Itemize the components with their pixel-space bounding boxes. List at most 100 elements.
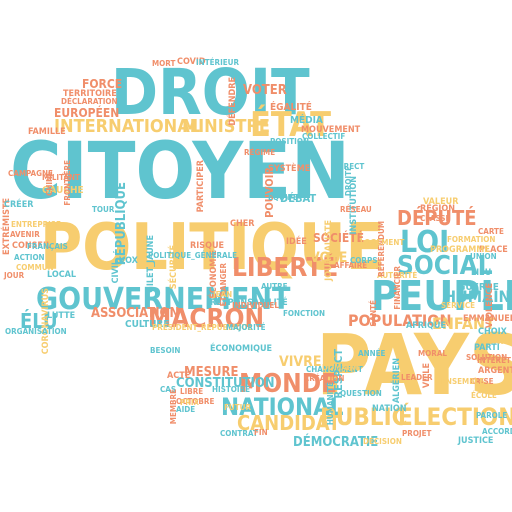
cloud-word-risque: RISQUE (190, 241, 225, 251)
cloud-word-constitution: CONSTITUTION (176, 376, 275, 391)
cloud-word-position: POSITION (270, 137, 309, 146)
cloud-word-afrique: AFRIQUE (406, 321, 447, 331)
cloud-word-besoin: BESOIN (150, 346, 181, 355)
cloud-word-jean: JEAN (213, 290, 233, 299)
cloud-word-acte: ACTE (167, 371, 191, 381)
cloud-word-soci-t-: SOCIÉTÉ (313, 231, 365, 245)
cloud-word-octobre: OCTOBRE (176, 397, 215, 406)
cloud-word-vox: VOX (119, 256, 138, 266)
cloud-word-prix: PRIX (180, 398, 200, 407)
cloud-word-monde: MONDE (239, 369, 338, 399)
cloud-word-fran-ais: FRANÇAIS (27, 242, 68, 251)
cloud-word-enfant: ENFANT (432, 314, 495, 333)
cloud-word-famille: FAMILLE (28, 127, 66, 137)
cloud-word-ensemble: ENSEMBLE (441, 377, 485, 386)
cloud-word-cher: CHER (230, 219, 255, 229)
cloud-word-choix: CHOIX (478, 327, 507, 337)
cloud-word-politique: POLITIQUE (40, 211, 385, 285)
cloud-word-campagne: CAMPAGNE (8, 169, 53, 178)
cloud-word-organisation: ORGANISATION (5, 327, 67, 336)
cloud-word-militant: MILITANT (42, 173, 80, 182)
cloud-word-futur: FUTUR (224, 403, 252, 412)
cloud-word-d-cision: DÉCISION (363, 437, 402, 446)
cloud-word-int-r-t: INTÉRÊT (477, 356, 511, 365)
cloud-word-contrat: CONTRAT (220, 429, 258, 438)
cloud-word-pr-sident-r-publique: PRÉSIDENT_RÉPUBLIQUE (152, 323, 253, 332)
cloud-word-travail: TRAVAIL (478, 337, 512, 347)
cloud-word--quipe: ÉQUIPE (268, 193, 298, 202)
cloud-word-mouvement: MOUVEMENT (301, 125, 361, 135)
cloud-word--tat: ÉTAT (250, 105, 332, 145)
cloud-word-aide: AIDE (176, 405, 196, 414)
cloud-word-corps: CORPS (350, 256, 378, 265)
cloud-word-international: INTERNATIONAL (54, 116, 201, 137)
cloud-word-direct: DIRECT (335, 162, 365, 171)
cloud-word-carte: CARTE (478, 227, 504, 236)
cloud-word--lu: ÉLU (20, 309, 58, 333)
cloud-word-journaliste: JOURNALISTE (324, 220, 334, 281)
cloud-word-responsabilit-: RESPONSABILITÉ (210, 298, 288, 308)
cloud-word-force: FORCE (82, 77, 123, 91)
cloud-word-politique-g-n-rale: POLITIQUE_GÉNÉRALE (148, 251, 238, 260)
cloud-word-affaire: AFFAIRE (334, 261, 368, 270)
cloud-word-nation: NATION (372, 404, 407, 414)
cloud-word-argent: ARGENT (478, 366, 512, 376)
cloud-word-peuple: PEUPLE (371, 272, 512, 320)
cloud-word-autre: AUTRE (261, 282, 288, 291)
cloud-word-territoire: TERRITOIRE (63, 89, 117, 99)
cloud-word-d-mocratie: DÉMOCRATIE (293, 435, 379, 450)
cloud-word-justice: JUSTICE (458, 436, 494, 446)
cloud-word-logement: LOGEMENT (360, 238, 405, 247)
cloud-word-lutte: LUTTE (47, 311, 76, 321)
cloud-word-programme: PROGRAMME (430, 245, 490, 255)
cloud-word-collectif: COLLECTIF (302, 132, 346, 141)
cloud-word-formation: FORMATION (447, 235, 496, 244)
cloud-word--galit-: ÉGALITÉ (270, 102, 312, 113)
cloud-word-commun: COMMUN (16, 263, 54, 272)
cloud-word-vote: VOTE (310, 250, 348, 266)
cloud-word-syst-me: SYSTÈME (268, 164, 311, 174)
cloud-word-citoyen: CITOYEN (10, 127, 350, 217)
cloud-word-fin: FIN (254, 428, 268, 437)
cloud-word-parole: PAROLE (476, 411, 508, 420)
cloud-word-action: ACTION (14, 253, 45, 262)
cloud-word-gilet-jaune: GILET_JAUNE (146, 235, 156, 293)
cloud-word-autorit-: AUTORITÉ (377, 271, 418, 280)
cloud-word-histoire: HISTOIRE (212, 385, 251, 394)
cloud-word--lection: ÉLECTION (398, 403, 512, 431)
cloud-word-association: ASSOCIATION (91, 306, 180, 321)
cloud-word-vivre: VIVRE (279, 354, 322, 370)
cloud-word-r-f-rendum: RÉFÉRENDUM (377, 221, 386, 277)
cloud-word-fonction: FONCTION (283, 309, 326, 318)
cloud-word-alg-rien: ALGÉRIEN (392, 358, 402, 404)
cloud-word-parti: PARTI (474, 343, 500, 353)
cloud-word-mort: MORT (152, 59, 176, 68)
cloud-word-local: LOCAL (47, 270, 77, 280)
cloud-word-domaine: DOMAINE (322, 363, 361, 372)
cloud-word-mesure: MESURE (184, 365, 239, 380)
cloud-word-civil: CIVIL (111, 260, 121, 284)
cloud-word-droit: DROIT (111, 56, 310, 129)
cloud-word-covid: COVID (177, 57, 206, 67)
cloud-word-emmanuel: EMMANUEL (463, 314, 512, 324)
cloud-word-sant-: SANTÉ (369, 300, 378, 327)
cloud-word-r-seau: RÉSEAU (340, 205, 372, 214)
cloud-word-culture: CULTURE (125, 319, 170, 330)
cloud-word-r-gime: RÉGIME (244, 148, 276, 157)
cloud-word-d-fendre: DÉFENDRE (228, 77, 238, 126)
cloud-word-lieu: LIEU (471, 268, 492, 278)
cloud-word-participer: PARTICIPER (196, 160, 206, 213)
cloud-word-jour: JOUR (4, 271, 25, 280)
cloud-word-valeur: VALEUR (423, 197, 459, 207)
cloud-word-gouvernement: GOUVERNEMENT (36, 282, 291, 317)
cloud-word-majorit-: MAJORITÉ (226, 323, 266, 332)
cloud-word-gauche: GAUCHE (42, 185, 84, 196)
cloud-word-d-bat: DÉBAT (280, 192, 317, 205)
cloud-word-coronavirus: CORONAVIRUS (41, 288, 51, 355)
cloud-word-libre: LIBRE (180, 387, 204, 396)
cloud-word-leader: LEADER (401, 373, 433, 382)
cloud-word-union: UNION (470, 252, 497, 261)
cloud-word-moral: MORAL (418, 349, 447, 358)
cloud-word-service: SERVICE (441, 301, 476, 310)
cloud-word-d-claration: DÉCLARATION (61, 97, 118, 106)
